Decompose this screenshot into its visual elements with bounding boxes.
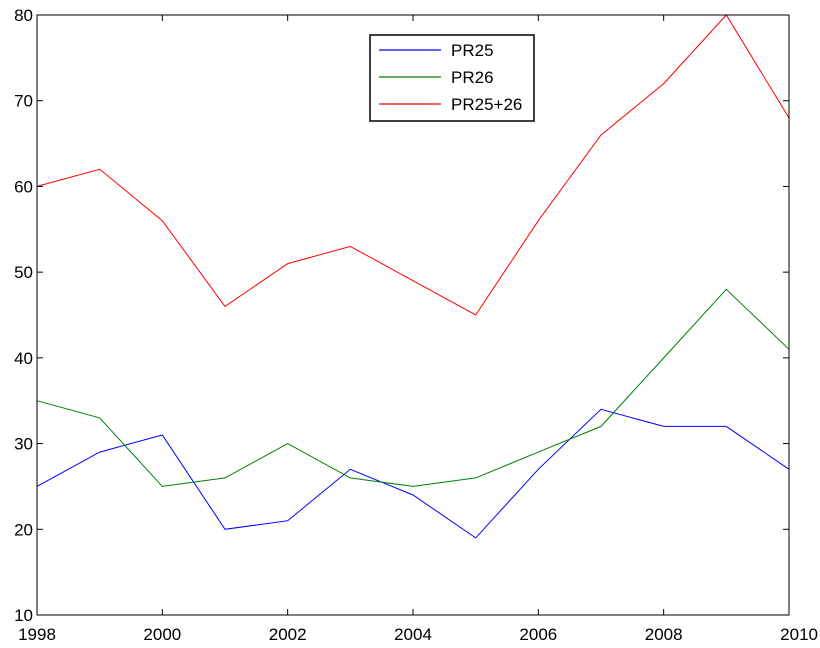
y-tick-label: 70 <box>14 92 33 111</box>
legend-box <box>369 34 535 122</box>
y-tick-label: 40 <box>14 349 33 368</box>
x-tick-label: 2002 <box>269 625 307 644</box>
legend-label: PR25+26 <box>451 95 522 114</box>
series-line-pr26 <box>36 288 790 487</box>
x-tick-label: 1998 <box>18 625 56 644</box>
series-layer <box>36 14 790 539</box>
x-tick-label: 2000 <box>143 625 181 644</box>
x-tick-label: 2006 <box>519 625 557 644</box>
axis-ticks: 1998 2000 2002 2004 2006 2008 2010102030405060… <box>14 6 818 644</box>
y-tick-label: 10 <box>14 606 33 625</box>
y-tick-label: 60 <box>14 177 33 196</box>
y-tick-label: 20 <box>14 520 33 539</box>
legend-label: PR26 <box>451 68 494 87</box>
legend: PR25 PR26 PR25+26 <box>369 34 535 122</box>
legend-label: PR25 <box>451 41 494 60</box>
x-tick-label: 2008 <box>645 625 683 644</box>
series-line-pr25 <box>36 408 790 539</box>
x-tick-label: 2004 <box>394 625 432 644</box>
y-tick-label: 80 <box>14 6 33 25</box>
y-tick-label: 30 <box>14 435 33 454</box>
series-line-pr25-26 <box>36 14 790 316</box>
x-tick-label: 2010 <box>780 625 818 644</box>
y-tick-label: 50 <box>14 263 33 282</box>
